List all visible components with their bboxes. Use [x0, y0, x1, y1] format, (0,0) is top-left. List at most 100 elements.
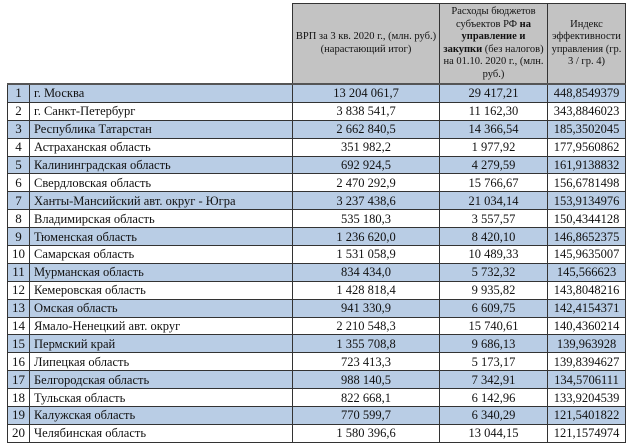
row-number: 7: [7, 191, 30, 211]
expenses-value: 9 686,13: [439, 334, 548, 354]
table-row: 10 Самарская область 1 531 058,9 10 489,33 1…: [7, 245, 626, 264]
expenses-value: 15 740,61: [439, 316, 548, 336]
header-index: Индекс эффективности управления (гр. 3 /…: [547, 3, 626, 85]
row-number: 20: [7, 423, 30, 443]
row-number: 19: [7, 406, 30, 425]
regions-efficiency-table: ВРП за 3 кв. 2020 г., (млн. руб.) (нарас…: [7, 3, 626, 443]
header-expenses-bold: на управление и закупки: [443, 18, 531, 55]
row-number: 6: [7, 173, 30, 193]
grp-value: 1 580 396,6: [292, 423, 440, 443]
table-row: 5 Калининградская область 692 924,5 4 279,5…: [7, 155, 626, 175]
grp-value: 2 210 548,3: [292, 316, 440, 336]
index-value: 134,5706111: [547, 370, 626, 390]
region-name: Омская область: [29, 298, 293, 318]
expenses-value: 7 342,91: [439, 370, 548, 390]
table-row: 16 Липецкая область 723 413,3 5 173,17 139,8…: [7, 352, 626, 372]
row-number: 14: [7, 316, 30, 336]
expenses-value: 21 034,14: [439, 191, 548, 211]
index-value: 121,1574974: [547, 423, 626, 443]
grp-value: 822 668,1: [292, 388, 440, 408]
row-number: 15: [7, 334, 30, 354]
expenses-value: 6 340,29: [439, 406, 548, 425]
header-expenses: Расходы бюджетов субъектов РФ на управле…: [439, 3, 548, 85]
region-name: Астраханская область: [29, 137, 293, 157]
row-number: 18: [7, 388, 30, 408]
expenses-value: 9 935,82: [439, 280, 548, 300]
row-number: 1: [7, 83, 30, 103]
region-name: Свердловская область: [29, 173, 293, 193]
row-number: 2: [7, 101, 30, 121]
index-value: 139,8394627: [547, 352, 626, 372]
index-value: 142,4154371: [547, 298, 626, 318]
region-name: Белгородская область: [29, 370, 293, 390]
table-row: 1 г. Москва 13 204 061,7 29 417,21 448,85493…: [7, 83, 626, 103]
grp-value: 770 599,7: [292, 406, 440, 425]
region-name: г. Москва: [29, 83, 293, 103]
index-value: 121,5401822: [547, 406, 626, 425]
grp-value: 13 204 061,7: [292, 83, 440, 103]
expenses-value: 4 279,59: [439, 155, 548, 175]
table-header-row: ВРП за 3 кв. 2020 г., (млн. руб.) (нарас…: [7, 3, 626, 85]
index-value: 185,3502045: [547, 119, 626, 139]
region-name: Республика Татарстан: [29, 119, 293, 139]
index-value: 177,9560862: [547, 137, 626, 157]
index-value: 133,9204539: [547, 388, 626, 408]
grp-value: 692 924,5: [292, 155, 440, 175]
header-expenses-text2: (без налогов) на 01.10. 2020 г., (млн. р…: [443, 43, 544, 80]
expenses-value: 8 420,10: [439, 227, 548, 247]
table-row: 3 Республика Татарстан 2 662 840,5 14 366,5…: [7, 119, 626, 139]
expenses-value: 13 044,15: [439, 423, 548, 443]
grp-value: 834 434,0: [292, 262, 440, 282]
index-value: 145,566623: [547, 262, 626, 282]
region-name: г. Санкт-Петербург: [29, 101, 293, 121]
table-row: 14 Ямало-Ненецкий авт. округ 2 210 548,3 15…: [7, 316, 626, 336]
table-row: 6 Свердловская область 2 470 292,9 15 766,6…: [7, 173, 626, 193]
region-name: Калининградская область: [29, 155, 293, 175]
expenses-value: 29 417,21: [439, 83, 548, 103]
row-number: 11: [7, 262, 30, 282]
header-blank: [7, 3, 30, 85]
region-name: Тульская область: [29, 388, 293, 408]
region-name: Ханты-Мансийский авт. округ - Югра: [29, 191, 293, 211]
index-value: 150,4344128: [547, 209, 626, 229]
index-value: 140,4360214: [547, 316, 626, 336]
region-name: Самарская область: [29, 245, 293, 264]
expenses-value: 1 977,92: [439, 137, 548, 157]
row-number: 9: [7, 227, 30, 247]
region-name: Кемеровская область: [29, 280, 293, 300]
index-value: 145,9635007: [547, 245, 626, 264]
table-row: 15 Пермский край 1 355 708,8 9 686,13 139,96…: [7, 334, 626, 354]
table-row: 20 Челябинская область 1 580 396,6 13 044,1…: [7, 423, 626, 443]
header-expenses-text: Расходы бюджетов субъектов РФ: [451, 6, 536, 30]
index-value: 156,6781498: [547, 173, 626, 193]
expenses-value: 5 173,17: [439, 352, 548, 372]
grp-value: 535 180,3: [292, 209, 440, 229]
region-name: Владимирская область: [29, 209, 293, 229]
grp-value: 988 140,5: [292, 370, 440, 390]
row-number: 16: [7, 352, 30, 372]
grp-value: 723 413,3: [292, 352, 440, 372]
grp-value: 3 237 438,6: [292, 191, 440, 211]
region-name: Липецкая область: [29, 352, 293, 372]
expenses-value: 10 489,33: [439, 245, 548, 264]
expenses-value: 3 557,57: [439, 209, 548, 229]
header-blank: [29, 3, 293, 85]
grp-value: 1 531 058,9: [292, 245, 440, 264]
grp-value: 351 982,2: [292, 137, 440, 157]
region-name: Тюменская область: [29, 227, 293, 247]
table-row: 2 г. Санкт-Петербург 3 838 541,7 11 162,30 3…: [7, 101, 626, 121]
expenses-value: 11 162,30: [439, 101, 548, 121]
region-name: Челябинская область: [29, 423, 293, 443]
table-row: 12 Кемеровская область 1 428 818,4 9 935,82…: [7, 280, 626, 300]
table-row: 7 Ханты-Мансийский авт. округ - Югра 3 237…: [7, 191, 626, 211]
row-number: 17: [7, 370, 30, 390]
grp-value: 2 662 840,5: [292, 119, 440, 139]
table-row: 4 Астраханская область 351 982,2 1 977,92 17…: [7, 137, 626, 157]
region-name: Калужская область: [29, 406, 293, 425]
region-name: Пермский край: [29, 334, 293, 354]
row-number: 10: [7, 245, 30, 264]
expenses-value: 5 732,32: [439, 262, 548, 282]
grp-value: 1 236 620,0: [292, 227, 440, 247]
row-number: 12: [7, 280, 30, 300]
table-row: 11 Мурманская область 834 434,0 5 732,32 145…: [7, 262, 626, 282]
